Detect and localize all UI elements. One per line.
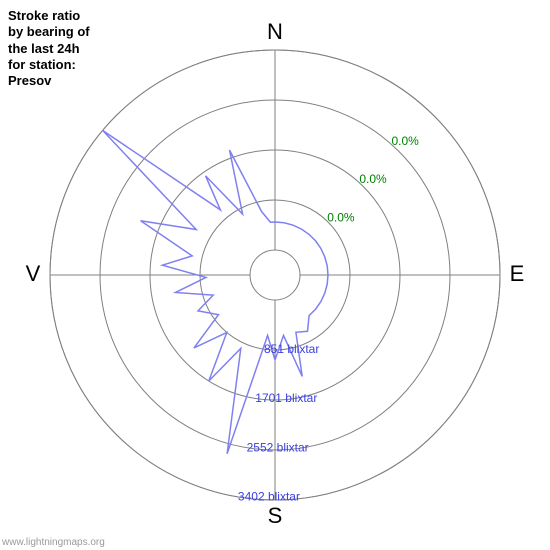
- count-label: 2552 blixtar: [247, 440, 309, 454]
- percent-label: 0.0%: [327, 211, 355, 225]
- count-label: 3402 blixtar: [238, 490, 300, 504]
- attribution: www.lightningmaps.org: [2, 537, 105, 548]
- compass-label-e: E: [510, 261, 525, 286]
- compass-label-s: S: [268, 503, 283, 528]
- percent-label: 0.0%: [359, 172, 387, 186]
- count-label: 851 blixtar: [264, 342, 319, 356]
- compass-label-w: V: [26, 261, 41, 286]
- percent-label: 0.0%: [391, 134, 419, 148]
- polar-chart: 0.0% 851 blixtar 0.0% 1701 blixtar 0.0% 2552 …: [0, 0, 550, 550]
- rose-trace: [103, 130, 328, 453]
- count-label: 1701 blixtar: [255, 391, 317, 405]
- center-hole: [250, 250, 300, 300]
- compass-label-n: N: [267, 19, 283, 44]
